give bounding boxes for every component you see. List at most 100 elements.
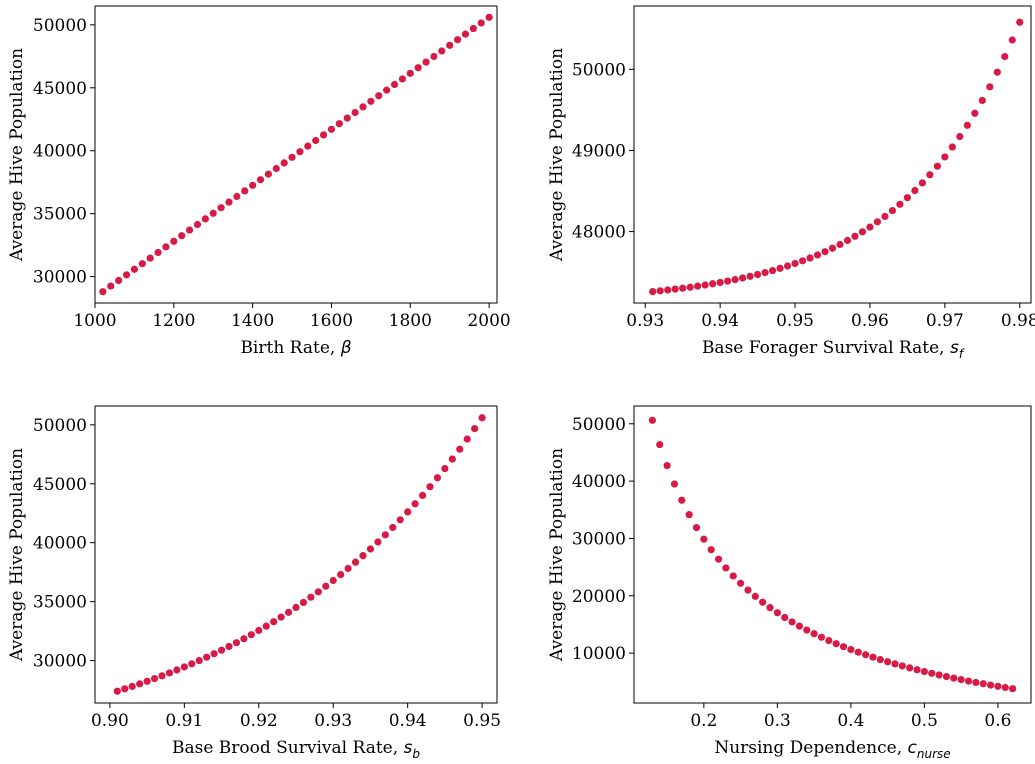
- data-point: [344, 564, 352, 573]
- data-point: [255, 626, 263, 635]
- chart-panel-1: 1000 1200 1400 1600 1800 2000 30000 35000 40000 4…: [7, 5, 511, 358]
- x-tick-label: 0.95: [463, 711, 501, 731]
- data-point: [963, 121, 971, 129]
- data-point: [679, 284, 687, 292]
- x-tick-label: 0.93: [314, 711, 352, 731]
- data-point: [773, 609, 781, 617]
- data-point: [656, 440, 664, 449]
- data-point: [398, 75, 407, 83]
- x-axis-label: Base Forager Survival Rate, sf: [702, 338, 965, 361]
- data-point: [935, 671, 943, 679]
- data-point: [858, 228, 867, 236]
- data-point: [873, 218, 882, 226]
- x-tick-label: 0.5: [911, 711, 938, 731]
- y-axis-label: Average Hive Population: [7, 448, 27, 662]
- data-point: [130, 265, 139, 273]
- y-tick-label: 30000: [33, 268, 87, 288]
- data-point: [722, 564, 730, 572]
- x-tick-label: 0.98: [1001, 311, 1035, 331]
- y-tick-label: 10000: [572, 644, 626, 664]
- data-point: [185, 226, 194, 234]
- data-point: [866, 223, 874, 231]
- data-point: [701, 281, 709, 289]
- data-point: [122, 271, 131, 279]
- data-point: [836, 240, 844, 249]
- data-point: [709, 280, 717, 288]
- data-point: [876, 655, 884, 664]
- y-tick-label: 45000: [33, 475, 87, 495]
- y-tick-label: 40000: [33, 534, 87, 554]
- data-point: [217, 204, 225, 212]
- data-point: [766, 604, 774, 612]
- data-point: [791, 259, 799, 268]
- data-point: [832, 640, 840, 648]
- data-point: [731, 276, 739, 284]
- data-point: [456, 445, 464, 453]
- x-tick-label: 0.91: [165, 711, 203, 731]
- data-point: [280, 159, 288, 167]
- data-point: [810, 630, 818, 638]
- data-point: [272, 164, 280, 173]
- x-tick-label: 2000: [467, 311, 510, 331]
- data-point: [729, 572, 737, 580]
- data-point: [898, 662, 906, 670]
- data-point: [422, 58, 430, 66]
- data-point: [993, 68, 1001, 76]
- data-point: [950, 674, 958, 682]
- data-point: [210, 650, 218, 658]
- data-point: [247, 631, 255, 639]
- x-tick-label: 0.92: [240, 711, 278, 731]
- data-point: [448, 455, 456, 463]
- data-point: [861, 651, 870, 659]
- data-point: [180, 663, 188, 671]
- data-point: [217, 646, 226, 654]
- y-tick-label: 30000: [33, 652, 87, 672]
- x-tick-label: 0.94: [389, 711, 427, 731]
- data-point: [225, 198, 233, 206]
- y-tick-label: 50000: [33, 416, 87, 436]
- data-point: [896, 200, 904, 208]
- x-tick-label: 1400: [231, 311, 274, 331]
- data-point: [700, 535, 708, 543]
- data-point: [828, 244, 837, 252]
- data-point: [926, 171, 934, 179]
- x-tick-label: 0.93: [626, 311, 664, 331]
- data-point: [201, 215, 209, 223]
- data-point: [1016, 18, 1024, 26]
- data-point: [798, 257, 807, 265]
- data-point: [933, 162, 941, 170]
- data-point: [233, 192, 241, 201]
- data-point: [441, 464, 449, 473]
- data-point: [404, 508, 412, 516]
- data-point: [446, 41, 454, 49]
- data-point: [692, 523, 701, 532]
- x-tick-label: 0.90: [91, 711, 129, 731]
- data-point: [971, 109, 979, 117]
- y-axis-label: Average Hive Population: [547, 448, 567, 662]
- data-point: [438, 47, 446, 55]
- data-point: [884, 658, 892, 666]
- data-point: [746, 272, 754, 280]
- data-point: [154, 248, 162, 257]
- data-point: [913, 666, 921, 674]
- data-point: [881, 212, 889, 221]
- data-point: [986, 681, 995, 689]
- data-point: [383, 86, 391, 94]
- data-point: [351, 108, 359, 117]
- data-point: [292, 603, 300, 612]
- data-point: [979, 680, 987, 688]
- y-tick-label: 40000: [572, 472, 626, 492]
- data-point: [433, 474, 442, 482]
- data-point: [414, 64, 422, 72]
- y-tick-label: 50000: [572, 60, 626, 80]
- data-point: [359, 552, 367, 560]
- y-tick-label: 45000: [33, 79, 87, 99]
- data-point: [714, 555, 723, 563]
- data-point: [322, 582, 330, 590]
- data-point: [296, 148, 304, 156]
- plot-frame: [94, 405, 498, 704]
- data-point: [284, 608, 293, 616]
- data-point: [337, 570, 345, 579]
- data-point: [707, 546, 715, 554]
- data-point: [753, 270, 762, 279]
